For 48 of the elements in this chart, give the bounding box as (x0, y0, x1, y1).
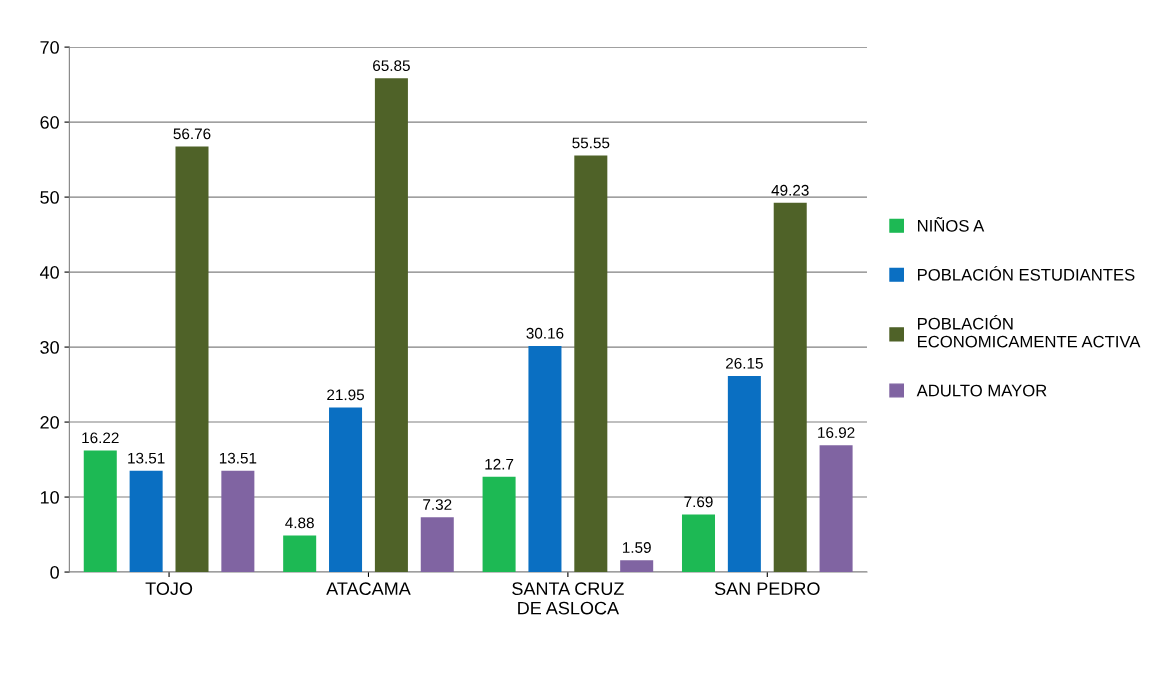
data-label: 1.59 (622, 542, 651, 553)
data-label: 16.22 (82, 432, 119, 444)
y-tick-label: 30 (40, 341, 59, 354)
data-label: 21.95 (327, 389, 365, 401)
bar (374, 78, 408, 573)
bar (420, 517, 454, 573)
legend-label: NIÑOS A (918, 216, 985, 232)
y-tick-label: 10 (40, 490, 59, 504)
data-label: 49.23 (771, 184, 809, 196)
data-label: 56.76 (173, 128, 211, 140)
data-label: 55.55 (572, 137, 610, 149)
legend-label: POBLACIÓN ESTUDIANTES (918, 266, 1135, 281)
y-tick-label: 70 (40, 41, 59, 54)
bar (819, 445, 853, 573)
bar (574, 155, 608, 573)
bar (620, 560, 654, 573)
legend-label: POBLACIÓN ECONOMICAMENTE ACTIVA (918, 314, 1141, 348)
data-label: 30.16 (526, 327, 564, 339)
bar (221, 470, 255, 573)
y-tick-label: 60 (40, 116, 59, 129)
data-label: 13.51 (219, 452, 257, 464)
data-label: 7.32 (423, 499, 452, 510)
bar (283, 535, 317, 573)
data-label: 7.69 (684, 496, 713, 508)
y-tick-label: 40 (39, 266, 59, 279)
bar (129, 470, 163, 573)
bar (681, 514, 716, 573)
y-tick-label: 50 (40, 191, 59, 204)
data-label: 65.85 (373, 60, 410, 72)
data-label: 4.88 (285, 517, 314, 529)
bar (175, 146, 209, 573)
x-tick-label: SANTA CRUZ DE ASLOCA (512, 582, 624, 615)
x-tick-label: TOJO (145, 582, 193, 596)
y-tick-label: 0 (50, 565, 59, 579)
legend-label: ADULTO MAYOR (916, 384, 1047, 397)
data-label: 13.51 (128, 452, 165, 464)
bar (773, 202, 807, 573)
x-tick-label: ATACAMA (326, 582, 411, 596)
bar (329, 407, 363, 573)
data-label: 16.92 (818, 427, 855, 438)
data-label: 12.7 (485, 458, 514, 470)
y-tick-label: 20 (40, 416, 59, 429)
x-tick-label: SAN PEDRO (714, 582, 820, 596)
bar (83, 450, 117, 573)
data-label: 26.15 (726, 357, 763, 369)
bar (727, 375, 761, 573)
bar (528, 345, 562, 573)
bar (482, 476, 516, 573)
